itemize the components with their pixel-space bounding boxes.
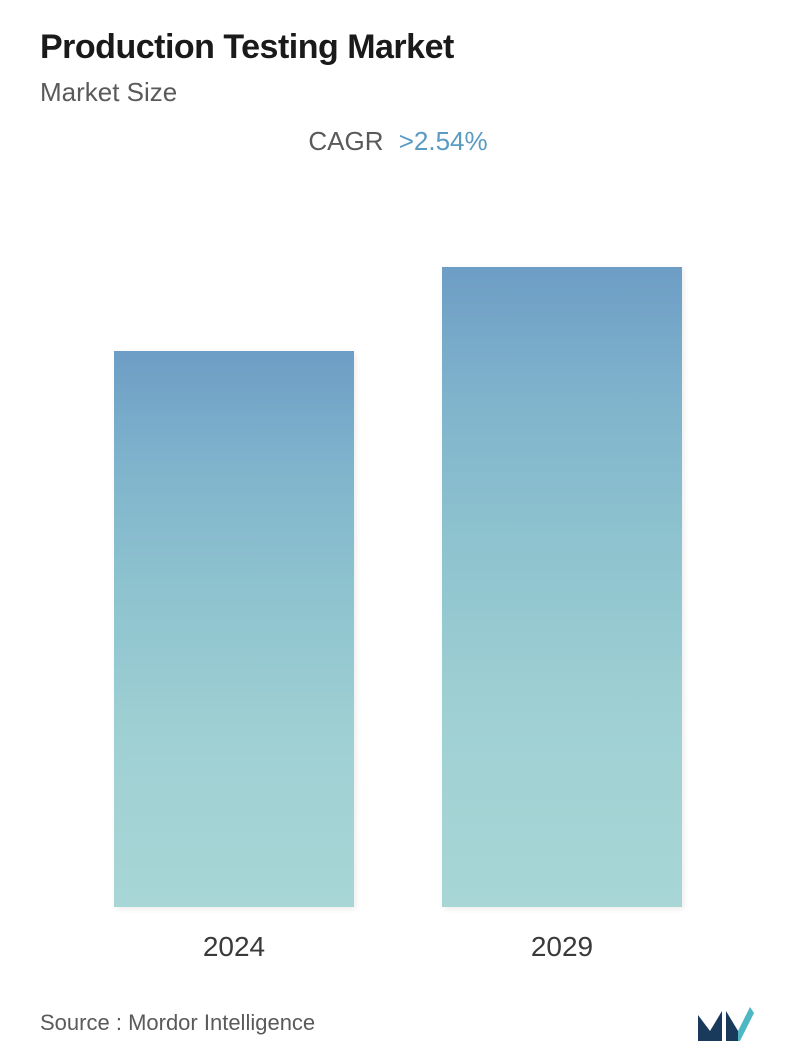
chart-container: Production Testing Market Market Size CA… xyxy=(0,0,796,1034)
footer: Source : Mordor Intelligence xyxy=(40,973,756,1043)
cagr-label: CAGR xyxy=(308,126,383,156)
bar-group-0: 2024 xyxy=(104,351,364,963)
source-text: Source : Mordor Intelligence xyxy=(40,1010,315,1036)
bar-1 xyxy=(442,267,682,907)
source-label: Source : xyxy=(40,1010,122,1035)
source-name: Mordor Intelligence xyxy=(128,1010,315,1035)
cagr-row: CAGR >2.54% xyxy=(40,126,756,157)
chart-subtitle: Market Size xyxy=(40,77,756,108)
bar-group-1: 2029 xyxy=(432,267,692,963)
bar-chart: 2024 2029 xyxy=(40,267,756,963)
bar-label-0: 2024 xyxy=(203,931,265,963)
bar-0 xyxy=(114,351,354,907)
brand-logo xyxy=(696,1003,756,1043)
logo-icon xyxy=(696,1003,756,1043)
cagr-value: >2.54% xyxy=(399,126,488,156)
bar-label-1: 2029 xyxy=(531,931,593,963)
chart-title: Production Testing Market xyxy=(40,28,756,67)
